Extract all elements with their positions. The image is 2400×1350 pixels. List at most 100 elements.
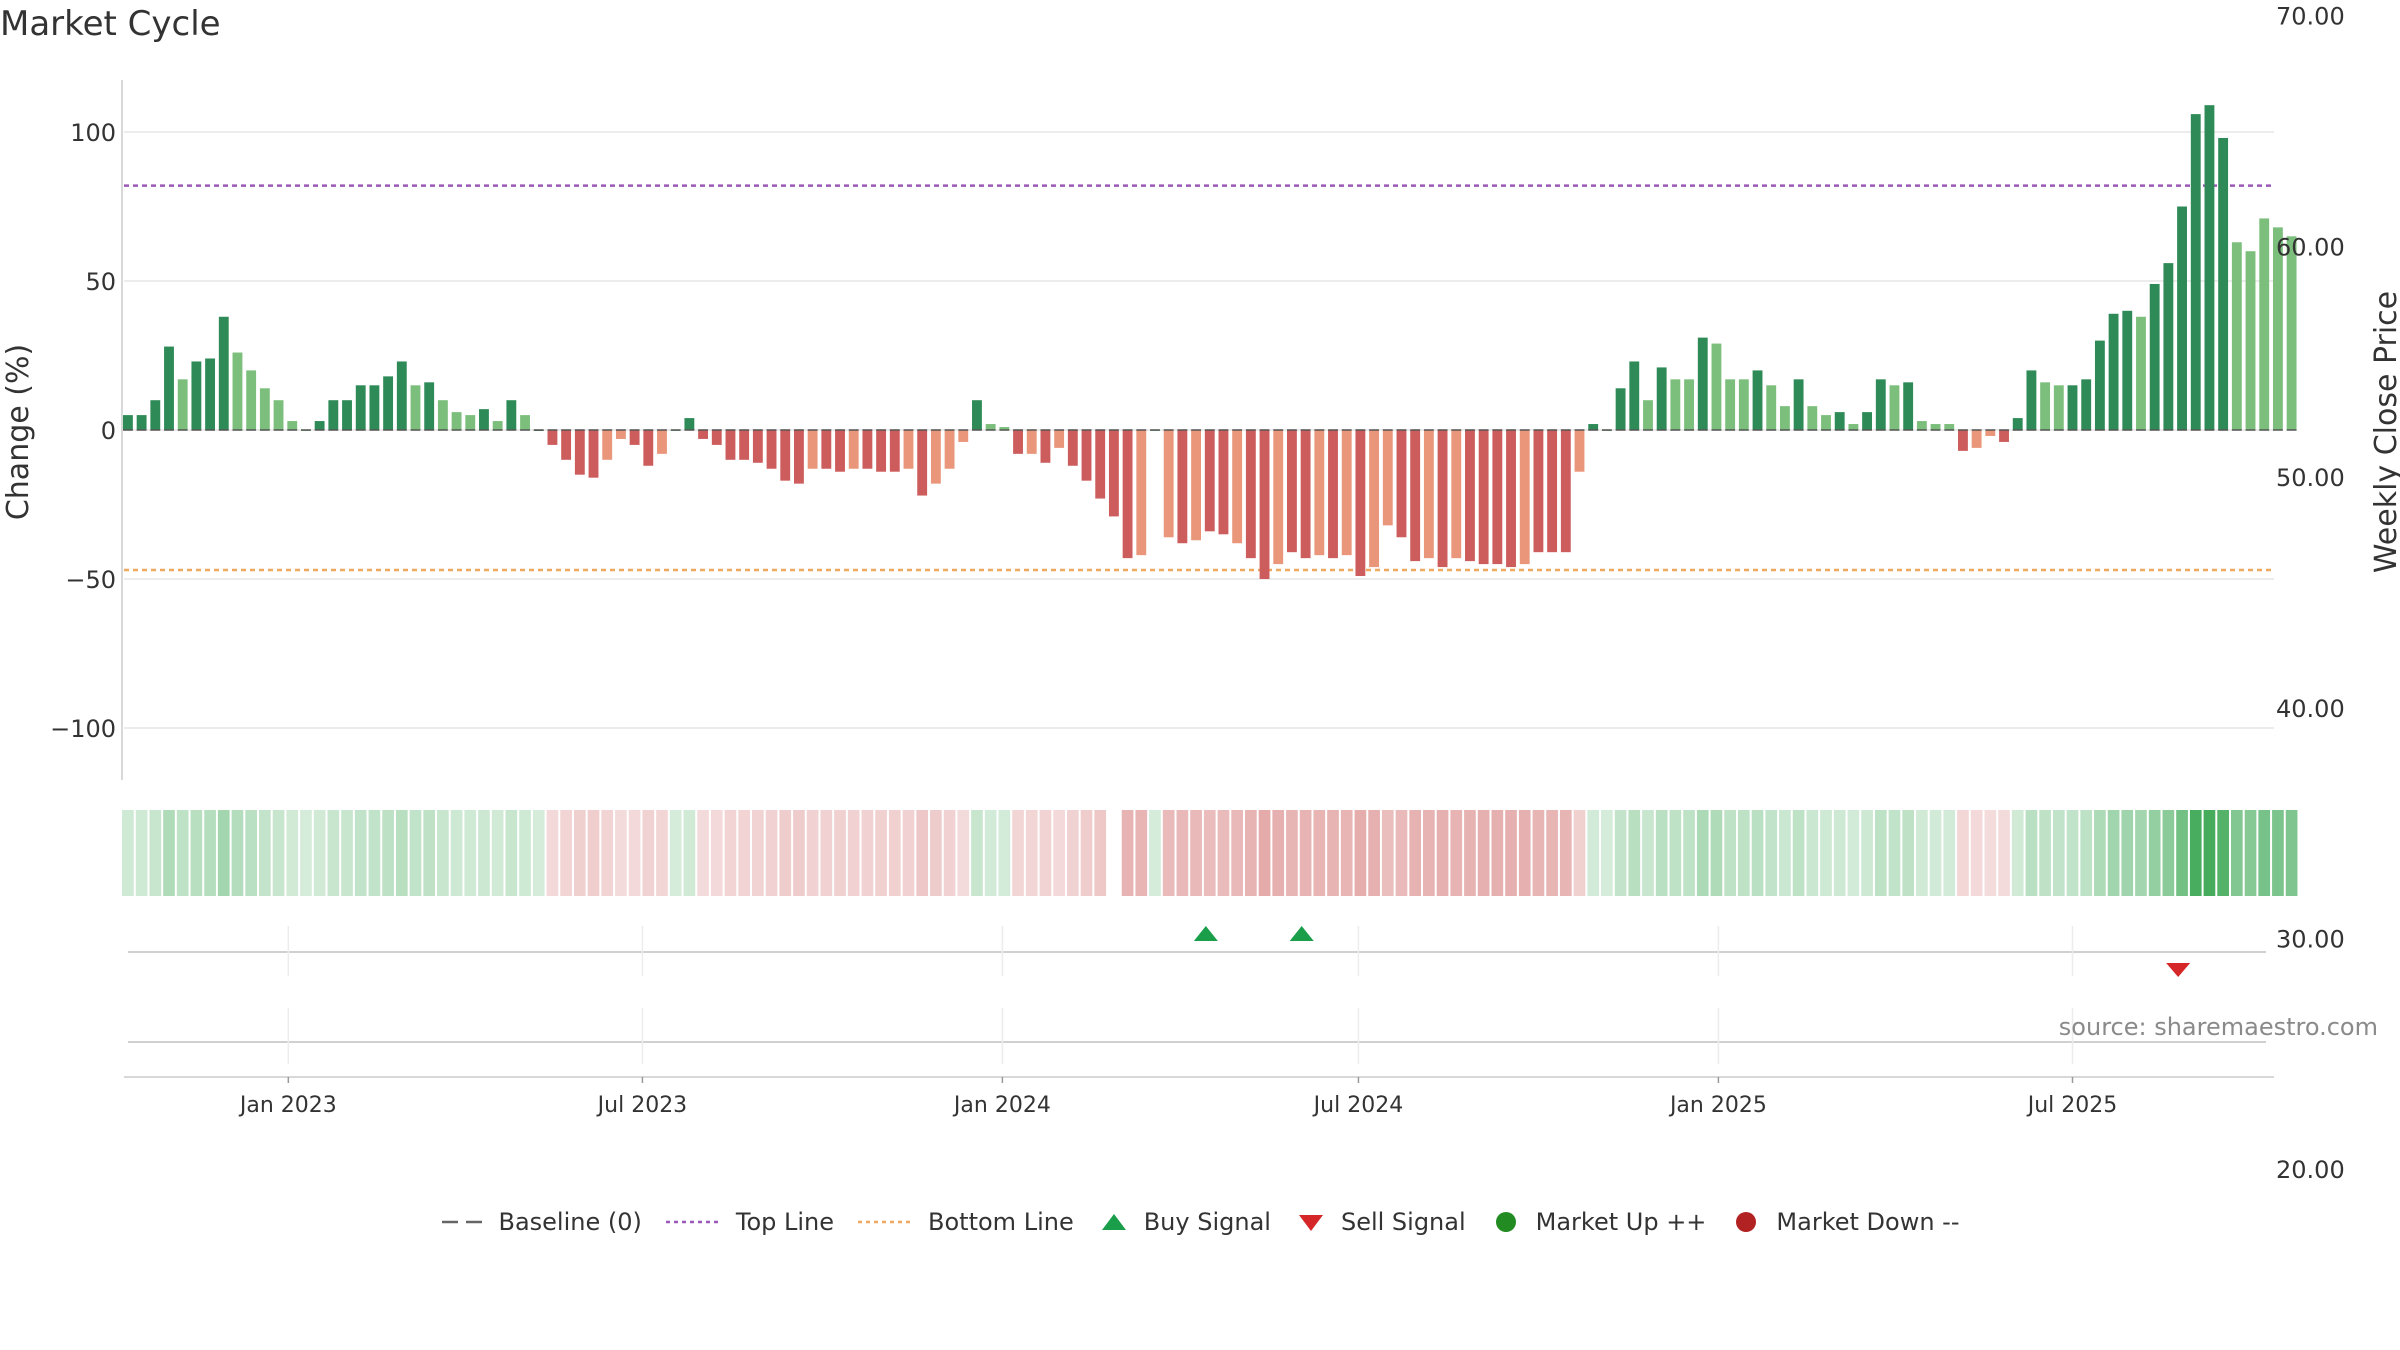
sentiment-cell: [437, 810, 449, 896]
sentiment-cell: [313, 810, 326, 896]
bar: [2067, 385, 2078, 430]
sentiment-cell: [587, 810, 600, 896]
reference-lines: [124, 184, 2274, 572]
legend-label: Market Up ++: [1535, 1208, 1707, 1236]
sentiment-cell: [1724, 810, 1736, 896]
bar-layer: [122, 105, 2297, 579]
bar: [1697, 337, 1708, 430]
sentiment-cell: [1998, 810, 2010, 896]
sentiment-cell: [231, 810, 244, 896]
sentiment-cell: [300, 810, 312, 896]
sentiment-cell: [1162, 810, 1175, 896]
bar: [1286, 430, 1297, 553]
sentiment-cell: [1806, 810, 1819, 896]
bar: [1341, 430, 1352, 556]
sentiment-cell: [1423, 810, 1435, 896]
sentiment-cell: [2052, 810, 2065, 896]
bar: [1300, 430, 1311, 559]
bar: [2245, 251, 2256, 430]
bar: [1245, 430, 1256, 559]
sentiment-cell: [1272, 810, 1285, 896]
bar: [1423, 430, 1434, 559]
sentiment-cell: [1436, 810, 1449, 896]
sentiment-cell: [1751, 810, 1764, 896]
bar: [1533, 430, 1544, 553]
bar: [1492, 430, 1503, 565]
y2-tick-label: 20.00: [2276, 1156, 2345, 1184]
sentiment-cell: [2258, 810, 2271, 896]
y2-tick-label: 50.00: [2276, 464, 2345, 492]
y-tick-label: 0: [101, 417, 116, 445]
bar: [1013, 430, 1023, 454]
y2-tick-label: 30.00: [2276, 926, 2345, 954]
sentiment-cell: [1176, 810, 1189, 896]
sentiment-cell: [847, 810, 860, 896]
sentiment-cell: [1970, 810, 1983, 896]
bar: [1560, 430, 1571, 553]
bar: [999, 427, 1010, 430]
bar: [1725, 379, 1736, 430]
sentiment-cell: [1874, 810, 1887, 896]
bar: [2122, 310, 2133, 430]
bar: [218, 316, 229, 430]
bar: [903, 430, 914, 469]
sentiment-cell: [1559, 810, 1572, 896]
legend-label: Buy Signal: [1143, 1208, 1271, 1236]
bar: [1958, 430, 1968, 451]
bar: [876, 430, 887, 472]
sentiment-cell: [354, 810, 367, 896]
bar: [930, 430, 941, 484]
legend-item: Sell Signal: [1295, 1208, 1466, 1236]
sentiment-cell: [1135, 810, 1148, 896]
sentiment-cell: [450, 810, 463, 896]
bar: [657, 430, 667, 454]
sentiment-cell: [1450, 810, 1463, 896]
bar: [2081, 379, 2092, 430]
sentiment-cell: [1587, 810, 1600, 896]
sentiment-cell: [1888, 810, 1901, 896]
sentiment-cell: [1354, 810, 1367, 896]
bar: [1643, 400, 1653, 430]
bar: [273, 400, 284, 430]
sentiment-cell: [1628, 810, 1641, 896]
sentiment-cell: [1833, 810, 1846, 896]
bar: [1834, 412, 1845, 430]
bar: [1875, 379, 1886, 430]
y-tick-label: −100: [50, 715, 116, 743]
bar: [574, 430, 585, 475]
bar: [2108, 313, 2119, 430]
bar: [848, 430, 859, 469]
sentiment-cell: [341, 810, 353, 896]
sentiment-cell: [2285, 810, 2298, 896]
bar: [177, 379, 188, 430]
sentiment-cell: [1683, 810, 1695, 896]
bar: [1122, 430, 1133, 559]
sentiment-cell: [1464, 810, 1476, 896]
sentiment-cell: [1477, 810, 1490, 896]
sentiment-cell: [259, 810, 271, 896]
bar: [1807, 406, 1818, 430]
sentiment-cell: [1532, 810, 1545, 896]
bar: [1314, 430, 1325, 556]
sentiment-cell: [382, 810, 394, 896]
sentiment-cell: [1546, 810, 1558, 896]
sentiment-cell: [1080, 810, 1093, 896]
bar: [1437, 430, 1448, 568]
bar: [1259, 430, 1270, 579]
sentiment-cell: [1340, 810, 1353, 896]
bar: [1629, 361, 1640, 430]
sentiment-cell: [888, 810, 901, 896]
bar: [2272, 227, 2283, 430]
bar: [862, 430, 873, 469]
sentiment-cell: [423, 810, 436, 896]
sentiment-cell: [1601, 810, 1613, 896]
sentiment-cell: [697, 810, 709, 896]
bar: [369, 385, 380, 430]
bar: [1506, 430, 1516, 568]
bar: [1478, 430, 1489, 565]
axis-layer: 100 50 0 −50 −100 70.00 60.00 50.00 40.00 30.00 20…: [50, 3, 2345, 1184]
bar: [122, 415, 133, 430]
bar: [1985, 430, 1996, 436]
bar: [944, 430, 955, 469]
sentiment-cell: [656, 810, 668, 896]
